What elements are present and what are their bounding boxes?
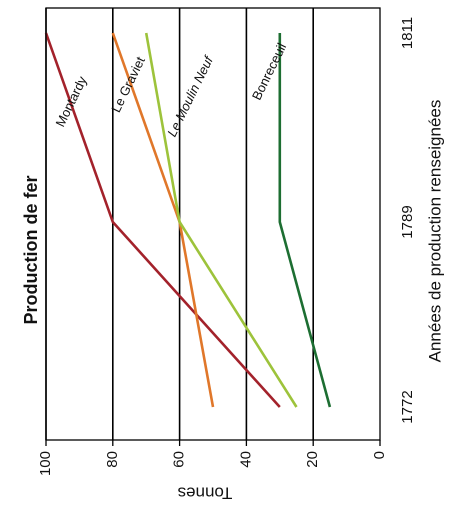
chart-title: Production de fer xyxy=(21,175,41,324)
series-lines xyxy=(44,32,332,408)
x-axis-title: Années de production renseignées xyxy=(425,100,444,363)
series-label-0: Montardy xyxy=(52,73,89,129)
x-axis-ticks: 1772 1789 1811 xyxy=(399,17,416,424)
series-line-3 xyxy=(278,33,332,408)
y-tick-label-80: 80 xyxy=(104,451,121,468)
y-axis-ticks: 100 80 60 40 20 0 xyxy=(37,440,388,476)
y-tick-label-0: 0 xyxy=(371,451,388,459)
series-line-2 xyxy=(144,32,298,408)
series-labels: Montardy Le Graviet Le Moulin Neuf Bonreceu… xyxy=(52,41,289,140)
series-label-1: Le Graviet xyxy=(108,54,148,115)
plot-border xyxy=(45,7,381,441)
y-axis-title: Tonnes xyxy=(178,484,233,503)
y-tick-label-20: 20 xyxy=(304,451,321,468)
series-line-0 xyxy=(44,32,281,408)
x-tick-label-1789: 1789 xyxy=(399,205,416,238)
series-label-3: Bonreceuil xyxy=(249,41,289,103)
x-tick-label-1772: 1772 xyxy=(399,390,416,423)
y-tick-label-40: 40 xyxy=(237,451,254,468)
x-tick-label-1811: 1811 xyxy=(399,17,416,49)
series-label-2: Le Moulin Neuf xyxy=(164,53,216,139)
y-tick-label-100: 100 xyxy=(37,451,54,476)
plot-frame xyxy=(45,7,381,441)
y-tick-label-60: 60 xyxy=(171,451,188,468)
